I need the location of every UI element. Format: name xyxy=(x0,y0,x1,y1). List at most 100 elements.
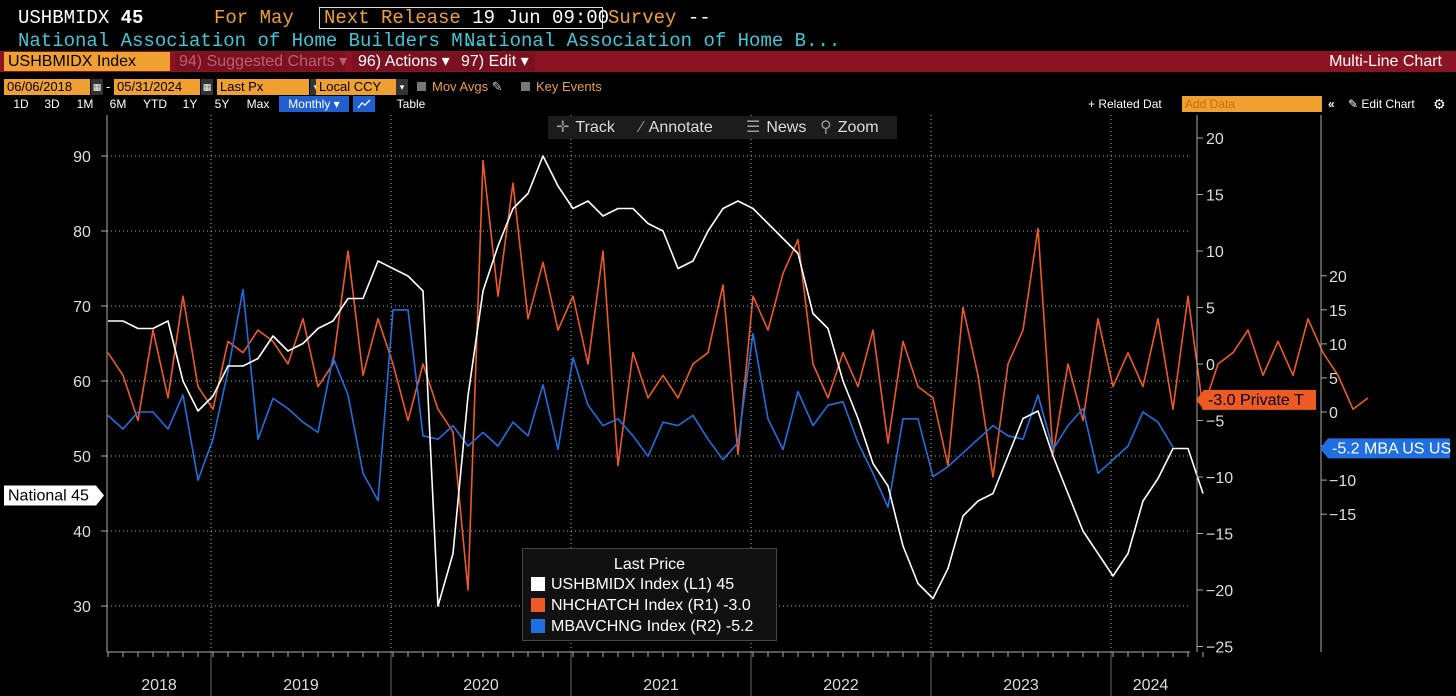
y-tick-label-l1: 40 xyxy=(73,524,91,541)
annotate-button[interactable]: ∕ Annotate xyxy=(640,119,713,136)
edit-chart-button[interactable]: ✎ Edit Chart xyxy=(1348,97,1415,111)
y-tick-label-l1: 90 xyxy=(73,149,91,166)
pencil-icon[interactable]: ✎ xyxy=(491,79,503,94)
gear-icon[interactable]: ⚙ xyxy=(1433,96,1446,112)
x-tick-label: 2018 xyxy=(141,677,177,694)
calendar-icon[interactable]: ▦ xyxy=(201,79,213,95)
security-header: USHBMIDX 45 For May Next Release 19 Jun … xyxy=(0,0,1456,30)
start-date-field[interactable]: 06/06/2018 xyxy=(4,79,90,95)
frequency-select[interactable]: Monthly ▾ xyxy=(279,96,349,112)
period-1m[interactable]: 1M xyxy=(76,97,94,111)
y-tick-label-l1: 70 xyxy=(73,299,91,316)
x-tick-label: 2021 xyxy=(643,677,679,694)
series-line-r2 xyxy=(107,288,1174,509)
price-field-select[interactable]: Last Px xyxy=(217,79,309,95)
survey-label: Survey -- xyxy=(608,7,711,29)
security-description-left: National Association of Home Builders M.… xyxy=(18,30,497,52)
suggested-charts-button[interactable]: 94) Suggested Charts ▾ xyxy=(175,52,347,71)
y-tick-label-r1: 10 xyxy=(1206,244,1224,261)
y-tick-label-l1: 30 xyxy=(73,599,91,616)
related-data-button[interactable]: + Related Dat xyxy=(1088,97,1162,111)
crosshair-icon: ✛ xyxy=(556,119,570,136)
zoom-button[interactable]: ⚲ Zoom xyxy=(820,119,879,136)
tag-r1-text: -3.0 Private T xyxy=(1208,392,1304,409)
function-bar: USHBMIDX Index 94) Suggested Charts ▾ 96… xyxy=(0,51,1456,72)
key-events-label: Key Events xyxy=(536,79,602,94)
period-1d[interactable]: 1D xyxy=(13,97,29,111)
mov-avgs-checkbox[interactable] xyxy=(417,82,426,91)
tag-r2-text: -5.2 MBA US US xyxy=(1332,440,1451,457)
y-tick-label-r1: −15 xyxy=(1206,527,1233,544)
x-tick-label: 2023 xyxy=(1003,677,1039,694)
security-description-right: National Association of Home B... xyxy=(464,30,841,52)
x-tick-label: 2022 xyxy=(823,677,859,694)
chart-legend: Last Price USHBMIDX Index (L1) 45 NHCHAT… xyxy=(522,548,777,641)
tag-r2: -5.2 MBA US US xyxy=(1320,438,1451,459)
tag-r1-shape xyxy=(1196,389,1316,410)
period-3d[interactable]: 3D xyxy=(44,97,60,111)
calendar-icon[interactable]: ▦ xyxy=(91,79,103,95)
actions-button[interactable]: 96) Actions ▾ xyxy=(352,52,456,71)
legend-entry-l1: USHBMIDX Index (L1) 45 xyxy=(531,576,734,594)
currency-select[interactable]: Local CCY xyxy=(316,79,396,95)
chart-toolbar: ✛ Track ∕ Annotate ☰ News ⚲ Zoom xyxy=(548,116,897,139)
news-icon: ☰ xyxy=(746,119,761,136)
range-dash: - xyxy=(106,79,111,94)
tag-l1-text: National 45 xyxy=(8,488,89,505)
series-line-l1 xyxy=(108,155,1204,607)
y-tick-label-r2: 0 xyxy=(1329,405,1338,422)
table-button[interactable]: Table xyxy=(396,97,426,111)
period-bar: 1D 3D 1M 6M YTD 1Y 5Y Max Monthly ▾ Tabl… xyxy=(0,96,1456,114)
y-tick-label-r1: −25 xyxy=(1206,640,1233,657)
tag-l1: National 45 xyxy=(4,485,104,506)
y-tick-label-r2: 5 xyxy=(1329,371,1338,388)
ticker-label: USHBMIDX 45 xyxy=(18,7,144,29)
y-tick-label-r2: 10 xyxy=(1329,337,1347,354)
line-chart-icon[interactable] xyxy=(353,96,375,112)
x-tick-label: 2020 xyxy=(463,677,499,694)
search-icon: ⚲ xyxy=(820,119,832,136)
tag-l1-shape xyxy=(4,485,104,506)
y-tick-label-l1: 50 xyxy=(73,449,91,466)
y-tick-label-r1: −20 xyxy=(1206,583,1233,600)
y-tick-label-r1: 0 xyxy=(1206,357,1215,374)
period-max[interactable]: Max xyxy=(246,97,270,111)
news-button[interactable]: ☰ News xyxy=(746,119,807,136)
y-tick-label-r1: 5 xyxy=(1206,301,1215,318)
edit-button[interactable]: 97) Edit ▾ xyxy=(455,52,535,71)
track-button[interactable]: ✛ Track xyxy=(556,119,615,136)
key-events-checkbox[interactable] xyxy=(521,82,530,91)
y-tick-label-r2: 15 xyxy=(1329,303,1347,320)
period-6m[interactable]: 6M xyxy=(109,97,127,111)
legend-entry-r2: MBAVCHNG Index (R2) -5.2 xyxy=(531,618,753,636)
legend-swatch xyxy=(531,598,545,612)
end-date-field[interactable]: 05/31/2024 xyxy=(114,79,200,95)
y-tick-label-l1: 80 xyxy=(73,224,91,241)
index-field[interactable]: USHBMIDX Index xyxy=(4,52,170,71)
period-ytd[interactable]: YTD xyxy=(143,97,167,111)
y-tick-label-r1: −10 xyxy=(1206,470,1233,487)
next-release-box: Next Release 19 Jun 09:00 xyxy=(319,7,609,29)
legend-entry-r1: NHCHATCH Index (R1) -3.0 xyxy=(531,597,751,615)
period-5y[interactable]: 5Y xyxy=(214,97,230,111)
x-tick-label: 2019 xyxy=(283,677,319,694)
y-tick-label-r1: 20 xyxy=(1206,131,1224,148)
tag-r2-shape xyxy=(1320,438,1450,459)
y-tick-label-l1: 60 xyxy=(73,374,91,391)
x-tick-label: 2024 xyxy=(1133,677,1169,694)
chart-type-label: Multi-Line Chart xyxy=(1329,53,1442,70)
legend-swatch xyxy=(531,577,545,591)
y-tick-label-r2: −15 xyxy=(1329,507,1356,524)
period-1y[interactable]: 1Y xyxy=(182,97,198,111)
period-label: For May xyxy=(214,7,294,29)
legend-title: Last Price xyxy=(613,556,686,573)
y-tick-label-r1: −5 xyxy=(1206,414,1224,431)
collapse-icon[interactable]: « xyxy=(1328,97,1335,111)
legend-swatch xyxy=(531,619,545,633)
mov-avgs-label: Mov Avgs ✎ xyxy=(432,79,503,94)
add-data-input[interactable]: Add Data xyxy=(1182,96,1322,112)
series-line-r1 xyxy=(107,159,1369,591)
pencil-icon: ∕ xyxy=(640,119,643,136)
chevron-down-icon[interactable]: ▾ xyxy=(396,79,408,95)
